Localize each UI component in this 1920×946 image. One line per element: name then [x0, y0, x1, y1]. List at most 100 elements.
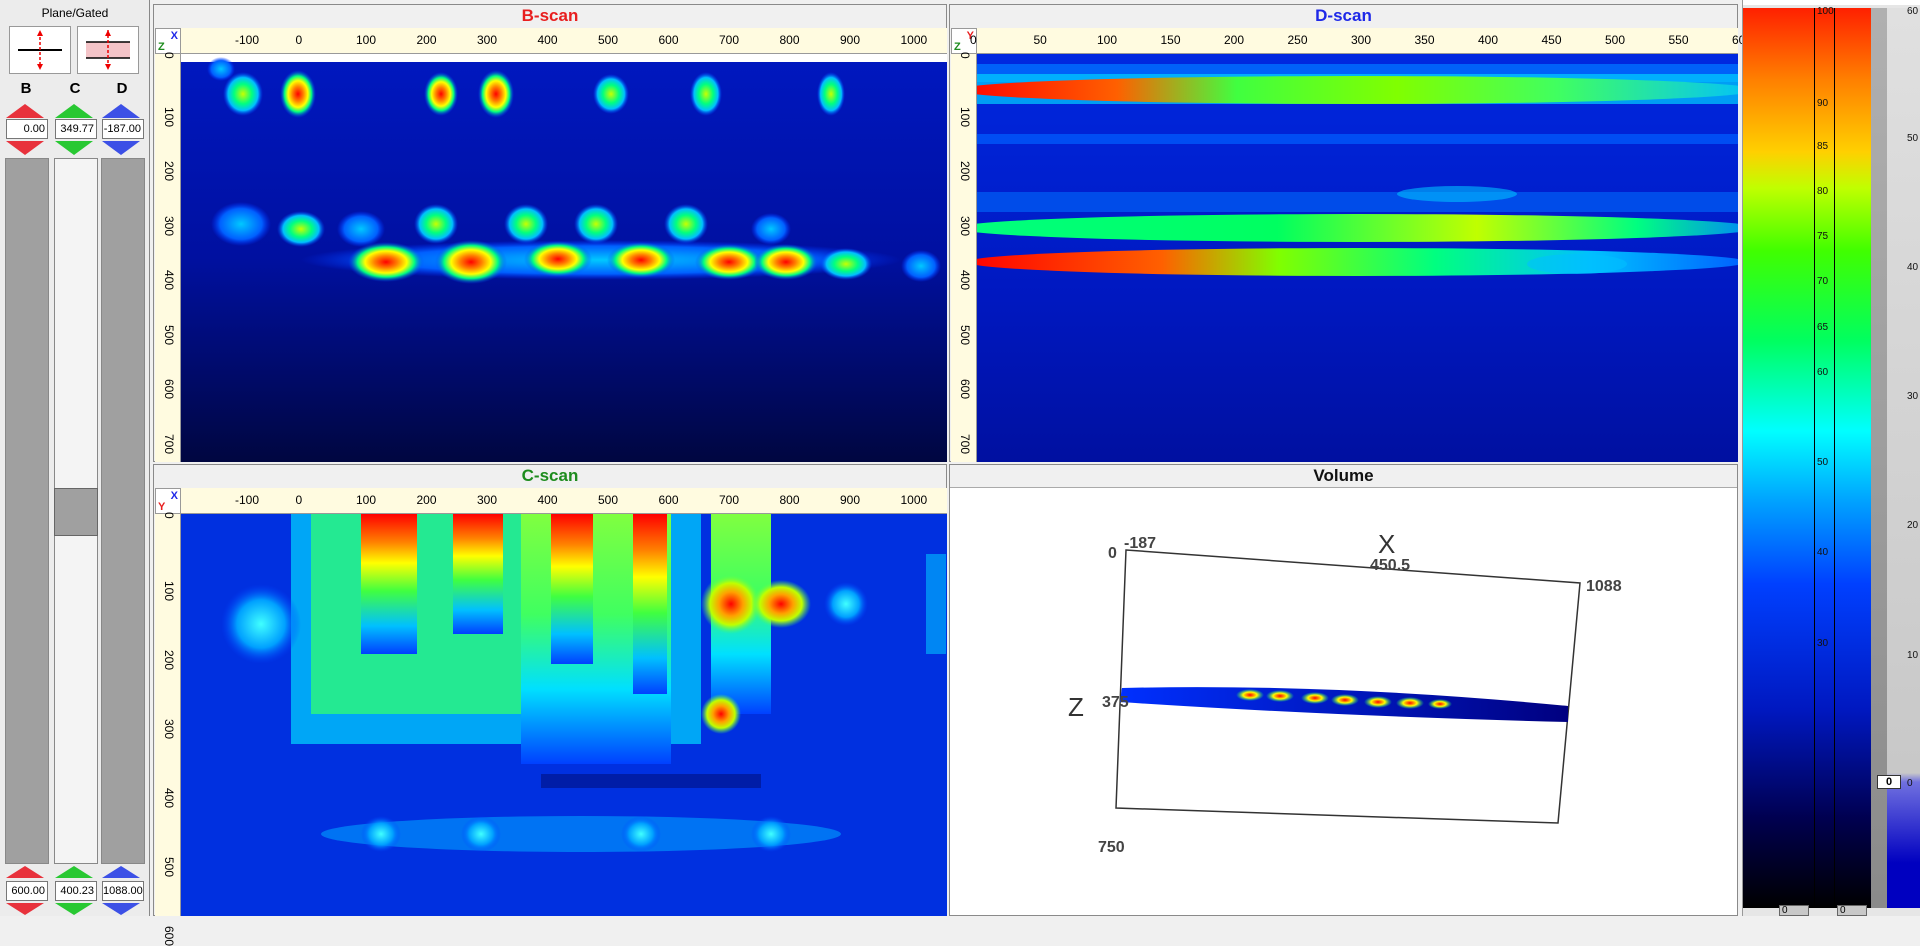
color-scale-outer-label: 10 [1907, 650, 1919, 661]
gate-c-start-up-arrow[interactable] [55, 104, 93, 118]
axis-tick-label: 400 [537, 493, 558, 507]
axis-tick-label: -100 [235, 33, 260, 47]
color-scale-outer-label: 0 [1907, 778, 1913, 789]
gate-d-end-down-arrow[interactable] [102, 903, 140, 915]
gate-b-end-down-arrow[interactable] [6, 903, 44, 915]
gate-c-slider-thumb[interactable] [54, 488, 98, 536]
gate-b-end-up-arrow[interactable] [6, 866, 44, 878]
axis-tick-label: 700 [958, 433, 972, 454]
cscan-y-ruler: 0 100 200 300 400 500 600 [155, 512, 181, 946]
color-scale-inner-label: 75 [1817, 231, 1829, 242]
gated-mode-button[interactable] [77, 26, 139, 74]
volume-panel: Volume X Z -187 450.5 1088 0 375 750 [949, 464, 1738, 916]
axis-tick-label: 400 [1478, 33, 1499, 47]
axis-tick-label: 300 [958, 215, 972, 236]
volume-3d-view[interactable] [950, 488, 1737, 916]
gate-d-end-input[interactable]: 1088.00 [102, 881, 144, 901]
cscan-image[interactable] [181, 514, 947, 916]
gate-b-slider-track[interactable] [5, 158, 49, 864]
bscan-x-ruler: -100 0 100 200 300 400 500 600 700 800 900 1000 [181, 28, 947, 54]
color-scale-outer-label: 60 [1907, 6, 1919, 17]
axis-tick-label: 0 [958, 52, 972, 59]
color-scale-inner-label: 85 [1817, 141, 1829, 152]
plane-mode-button[interactable] [9, 26, 71, 74]
dscan-image[interactable] [977, 54, 1738, 462]
axis-tick-label: 200 [416, 493, 437, 507]
color-scale-inner-label: 30 [1817, 638, 1829, 649]
axis-tick-label: 400 [162, 788, 176, 809]
axis-tick-label: 300 [162, 719, 176, 740]
axis-tick-label: 100 [356, 493, 377, 507]
axis-tick-label: 300 [477, 493, 498, 507]
color-scale-marker[interactable]: 0 [1877, 775, 1901, 789]
gate-c-start-down-arrow[interactable] [55, 141, 93, 155]
color-scale-outer-track [1887, 8, 1920, 908]
volume-x-min-label: -187 [1124, 535, 1157, 552]
axis-tick-label: 100 [162, 581, 176, 602]
gate-d-start-up-arrow[interactable] [102, 104, 140, 118]
axis-tick-label: 400 [162, 270, 176, 291]
color-scale-outer-label: 30 [1907, 391, 1919, 402]
gate-b-end-input[interactable]: 600.00 [6, 881, 48, 901]
axis-tick-label: 400 [537, 33, 558, 47]
gate-c-end-down-arrow[interactable] [55, 903, 93, 915]
gate-d-end-up-arrow[interactable] [102, 866, 140, 878]
axis-tick-label: 800 [779, 493, 800, 507]
dscan-z-ruler: 0 100 200 300 400 500 600 700 [951, 52, 977, 462]
color-scale-inner-label: 90 [1817, 98, 1829, 109]
axis-tick-label: 200 [1224, 33, 1245, 47]
bscan-panel: B-scan X Z -100 0 100 200 300 400 500 600 700 800… [153, 4, 947, 462]
volume-axis-x-label: X [1378, 529, 1396, 559]
color-scale-gradient[interactable] [1743, 8, 1871, 908]
cscan-panel: C-scan X Y -100 0 100 200 300 400 500 600 700 800… [153, 464, 947, 946]
color-scale-inner-label: 50 [1817, 457, 1829, 468]
color-scale-min-2[interactable]: 0 [1837, 905, 1867, 916]
color-scale-outer-label: 40 [1907, 262, 1919, 273]
gate-c-end-input[interactable]: 400.23 [55, 881, 97, 901]
axis-tick-label: 150 [1160, 33, 1181, 47]
color-scale-top-strip [1743, 0, 1920, 5]
bscan-image[interactable] [181, 54, 947, 462]
axis-tick-label: 100 [356, 33, 377, 47]
axis-tick-label: 100 [1097, 33, 1118, 47]
bscan-corner-z-label: Z [158, 41, 165, 53]
axis-tick-label: 600 [658, 493, 679, 507]
gate-d-start-input[interactable]: -187.00 [102, 119, 144, 139]
color-scale-min-1[interactable]: 0 [1779, 905, 1809, 916]
axis-tick-label: 500 [598, 493, 619, 507]
plane-mode-icon [18, 30, 62, 70]
axis-tick-label: 400 [958, 270, 972, 291]
axis-tick-label: 0 [295, 493, 303, 507]
axis-tick-label: 200 [162, 650, 176, 671]
color-scale-divider-1 [1814, 8, 1815, 908]
bscan-axis-corner: X Z [155, 28, 181, 54]
color-scale-inner-label: 65 [1817, 322, 1829, 333]
gate-b-start-up-arrow[interactable] [6, 104, 44, 118]
gate-d-slider-track[interactable] [101, 158, 145, 864]
volume-x-mid-label: 450.5 [1370, 557, 1411, 574]
axis-tick-label: 200 [416, 33, 437, 47]
dscan-corner-z-label: Z [954, 41, 961, 53]
gate-d-start-down-arrow[interactable] [102, 141, 140, 155]
gate-column-b-label: B [20, 80, 32, 97]
mode-title: Plane/Gated [41, 6, 109, 20]
axis-tick-label: 700 [162, 433, 176, 454]
axis-tick-label: 500 [598, 33, 619, 47]
gate-c-end-up-arrow[interactable] [55, 866, 93, 878]
axis-tick-label: 0 [162, 512, 176, 519]
bscan-corner-x-label: X [170, 30, 178, 42]
gate-b-start-down-arrow[interactable] [6, 141, 44, 155]
axis-tick-label: 350 [1414, 33, 1435, 47]
axis-tick-label: 100 [162, 106, 176, 127]
axis-tick-label: 600 [162, 926, 176, 946]
axis-tick-label: 500 [162, 857, 176, 878]
axis-tick-label: 200 [958, 161, 972, 182]
color-scale-slider-track[interactable] [1871, 8, 1887, 908]
gate-b-start-input[interactable]: 0.00 [6, 119, 48, 139]
axis-tick-label: 1000 [900, 33, 928, 47]
bscan-z-ruler: 0 100 200 300 400 500 600 700 [155, 52, 181, 462]
axis-tick-label: 500 [1605, 33, 1626, 47]
axis-tick-label: -100 [235, 493, 260, 507]
gate-c-start-input[interactable]: 349.77 [55, 119, 97, 139]
gate-control-panel: Plane/Gated B 0.00 600.00 C 349.77 400.2… [0, 0, 150, 916]
